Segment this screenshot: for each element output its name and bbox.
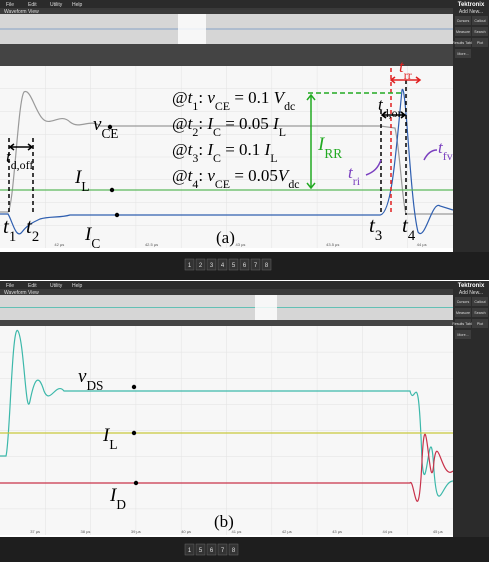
annotation-part: ri xyxy=(353,174,361,188)
menu-item[interactable]: Help xyxy=(72,2,83,8)
marker-dot xyxy=(132,385,136,389)
side-button-label: Plot xyxy=(477,41,483,45)
annotation-part: dc xyxy=(284,99,295,113)
annotation-part: L xyxy=(109,437,117,452)
annotation-part: = 0.05 xyxy=(221,114,273,133)
menu-item[interactable]: Edit xyxy=(28,2,37,8)
time-label: 43.5 µs xyxy=(326,242,339,247)
annotation-part: @ xyxy=(172,114,188,133)
side-button-label: Search xyxy=(474,30,485,34)
annotation-part: @ xyxy=(172,88,188,107)
annotation-part: : xyxy=(198,140,207,159)
annotation-part: : xyxy=(198,114,207,133)
annotation-part: C xyxy=(213,125,221,139)
side-button-label: Search xyxy=(474,311,485,315)
brand: Tektronix xyxy=(458,283,485,289)
annotation-part: = 0.1 xyxy=(221,140,265,159)
add-new: Add New... xyxy=(459,9,483,15)
side-button-label: More... xyxy=(457,52,468,56)
menu-item[interactable]: Utility xyxy=(50,2,63,8)
annotation-part: rr xyxy=(404,68,412,82)
overview-window xyxy=(255,295,277,320)
side-button-label: Measure xyxy=(456,30,470,34)
annotation-part: C xyxy=(91,236,100,251)
menu-item[interactable]: Help xyxy=(72,283,83,289)
panel-label: (a) xyxy=(216,228,235,247)
annotation-part: L xyxy=(279,125,286,139)
annotation-part: @ xyxy=(172,166,188,185)
side-button-label: Cursors xyxy=(457,19,470,23)
time-label: 39 µs xyxy=(131,529,141,534)
annotation-part: : xyxy=(198,166,207,185)
side-button-label: Cursors xyxy=(457,300,470,304)
annotation-part: D xyxy=(116,497,126,512)
annotation-part: CE xyxy=(215,99,230,113)
annotation-part: = 0.05 xyxy=(230,166,278,185)
time-label: 44 µs xyxy=(417,242,427,247)
annotation-part: CE xyxy=(101,126,118,141)
time-label: 44 µs xyxy=(383,529,393,534)
side-button-label: Callout xyxy=(474,300,485,304)
annotation-part: L xyxy=(81,179,89,194)
menu-item[interactable]: File xyxy=(6,283,14,289)
side-button-label: Callout xyxy=(474,19,485,23)
annotation-part: d,on xyxy=(383,106,404,120)
time-label: 42 µs xyxy=(282,529,292,534)
separator xyxy=(0,320,453,326)
annotation-part: 3 xyxy=(375,228,382,244)
annotation-part: DS xyxy=(86,378,103,393)
separator xyxy=(0,44,453,66)
menu-item[interactable]: Utility xyxy=(50,283,63,289)
marker-dot xyxy=(134,481,138,485)
annotation-part: d,off xyxy=(11,158,34,172)
overview-window xyxy=(178,14,206,44)
side-button-label: Results Table xyxy=(452,41,474,45)
brand: Tektronix xyxy=(458,2,485,8)
view-title-bar xyxy=(0,289,453,295)
side-button-label: Measure xyxy=(456,311,470,315)
annotation-part: C xyxy=(213,151,221,165)
marker-dot xyxy=(132,431,136,435)
annotation-part: 1 xyxy=(9,229,16,245)
menu-item[interactable]: File xyxy=(6,2,14,8)
time-label: 42 µs xyxy=(54,242,64,247)
annotation-part: RR xyxy=(324,146,342,161)
annotation-part: 2 xyxy=(32,229,39,245)
annotation-part: 4 xyxy=(408,228,416,244)
side-button-label: More... xyxy=(457,333,468,337)
marker-dot xyxy=(110,188,114,192)
time-label: 43 µs xyxy=(236,242,246,247)
screenshot: FileEditUtilityHelpWaveform View42 µs42.… xyxy=(0,0,489,562)
panel-label: (b) xyxy=(214,512,234,531)
annotation-part: dc xyxy=(288,177,299,191)
time-label: 37 µs xyxy=(30,529,40,534)
time-label: 40 µs xyxy=(181,529,191,534)
view-title-bar xyxy=(0,8,453,14)
marker-dot xyxy=(115,213,119,217)
annotation-part: : xyxy=(198,88,207,107)
time-label: 38 µs xyxy=(81,529,91,534)
annotation-part: = 0.1 xyxy=(230,88,274,107)
time-label: 42.5 µs xyxy=(145,242,158,247)
side-button-label: Results Table xyxy=(452,322,474,326)
time-label: 45 µs xyxy=(433,529,443,534)
menu-item[interactable]: Edit xyxy=(28,283,37,289)
annotation-part: @ xyxy=(172,140,188,159)
status-bar xyxy=(0,537,489,562)
side-button-label: Plot xyxy=(477,322,483,326)
annotation-part: fv xyxy=(443,149,453,163)
annotation-part: L xyxy=(270,151,277,165)
add-new: Add New... xyxy=(459,290,483,296)
time-label: 43 µs xyxy=(332,529,342,534)
annotation-part: CE xyxy=(215,177,230,191)
